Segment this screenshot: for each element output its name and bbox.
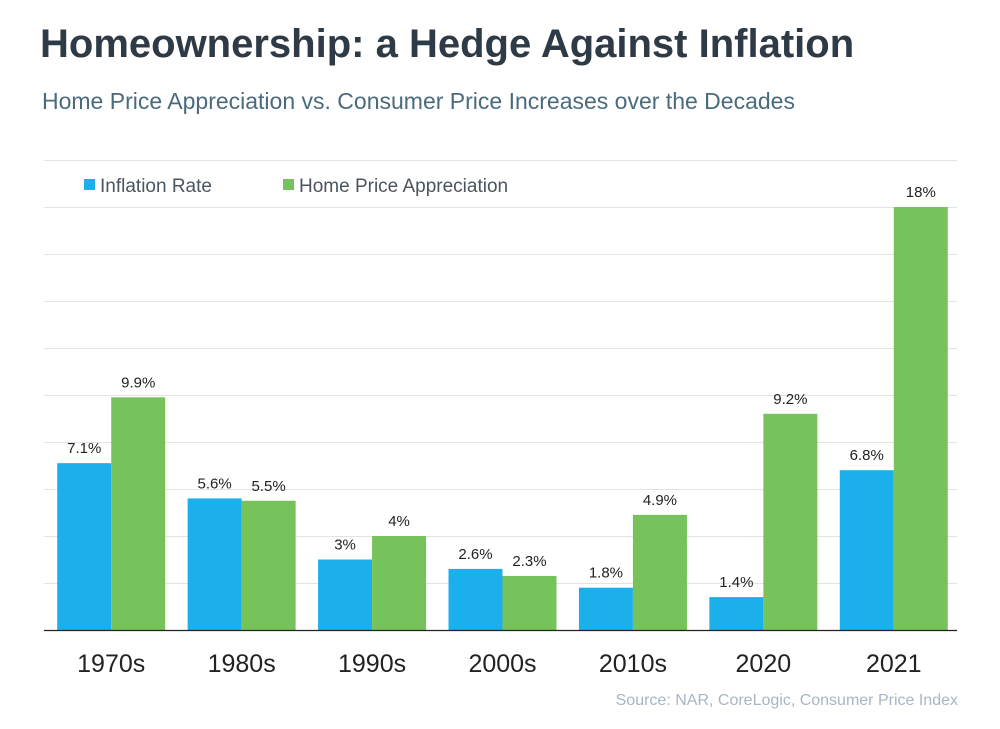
legend-swatch-inflation: [84, 179, 95, 190]
home-price-bar: [632, 514, 687, 630]
data-label: 9.9%: [121, 374, 155, 391]
data-label: 4.9%: [643, 492, 677, 509]
data-label: 2.6%: [458, 546, 492, 563]
data-label: 1.4%: [719, 574, 753, 591]
x-tick-label: 2021: [866, 650, 922, 678]
data-label: 6.8%: [850, 447, 884, 464]
legend-label-inflation: Inflation Rate: [100, 176, 212, 197]
data-label: 2.3%: [512, 553, 546, 570]
data-label: 9.2%: [773, 391, 807, 408]
inflation-bar: [709, 597, 764, 630]
chart-subtitle: Home Price Appreciation vs. Consumer Pri…: [42, 88, 795, 114]
legend-label-home-price: Home Price Appreciation: [299, 176, 508, 197]
data-label: 3%: [334, 537, 356, 554]
inflation-bar: [448, 568, 503, 630]
inflation-bar: [578, 587, 633, 630]
x-tick-label: 2000s: [468, 650, 536, 678]
data-label: 4%: [388, 513, 410, 530]
home-price-bar: [111, 397, 166, 630]
x-tick-label: 1970s: [77, 650, 145, 678]
home-price-bar: [241, 500, 296, 630]
x-tick-label: 1990s: [338, 650, 406, 678]
home-price-bar: [502, 575, 557, 630]
inflation-bar: [839, 470, 894, 630]
data-label: 5.5%: [252, 478, 286, 495]
data-label: 18%: [906, 184, 936, 201]
x-tick-label: 1980s: [208, 650, 276, 678]
x-tick-label: 2020: [736, 650, 792, 678]
legend-swatch-home-price: [283, 179, 294, 190]
inflation-bar: [187, 498, 242, 630]
home-price-bar: [763, 413, 818, 630]
x-tick-label: 2010s: [599, 650, 667, 678]
inflation-bar: [318, 559, 373, 630]
data-label: 1.8%: [589, 565, 623, 582]
data-label: 7.1%: [67, 440, 101, 457]
inflation-bar: [57, 463, 112, 630]
chart-title: Homeownership: a Hedge Against Inflation: [40, 22, 855, 66]
data-label: 5.6%: [198, 475, 232, 492]
home-price-bar: [893, 207, 948, 630]
home-price-bar: [372, 536, 427, 630]
source-note: Source: NAR, CoreLogic, Consumer Price I…: [615, 692, 958, 709]
